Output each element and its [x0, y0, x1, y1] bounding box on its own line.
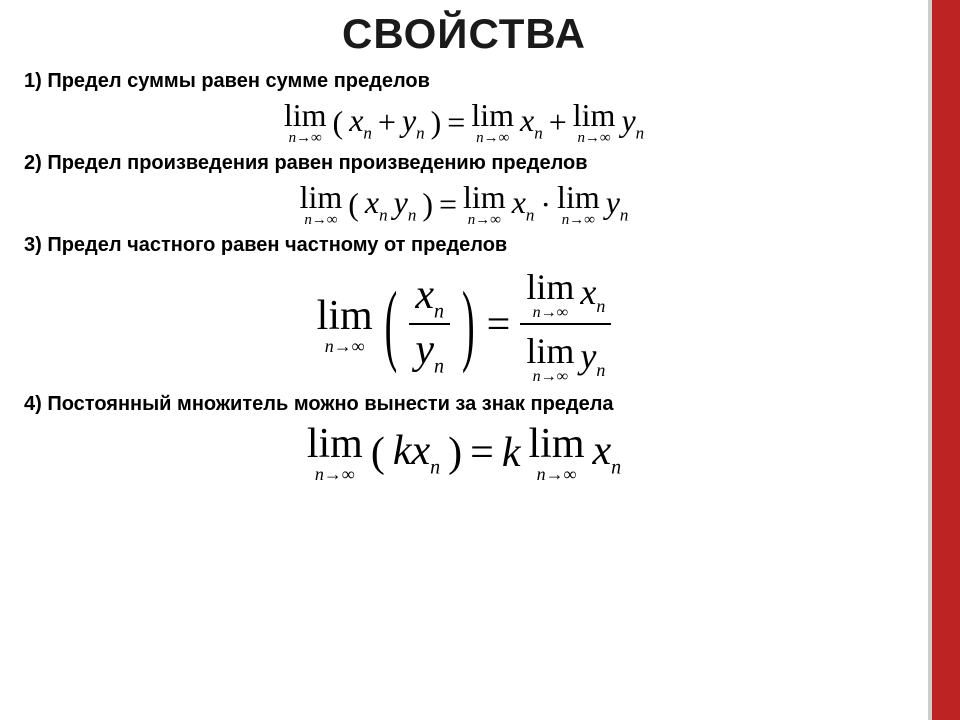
equation-4: limn→∞ ( kxn ) = k limn→∞ xn — [0, 420, 928, 483]
fraction-lims: limn→∞ xn limn→∞ yn — [520, 265, 611, 385]
rule-2-text: 2) Предел произведения равен произведени… — [0, 152, 928, 177]
equation-3: limn→∞ ( xn yn ) = limn→∞ xn limn→∞ y — [0, 265, 928, 385]
slide-content: СВОЙСТВА 1) Предел суммы равен сумме пре… — [0, 0, 928, 720]
open-paren: ( — [333, 104, 344, 141]
divider-bar — [928, 0, 932, 720]
equation-2: limn→∞ ( xn yn ) = limn→∞ xn · limn→∞ yn — [0, 179, 928, 228]
big-close-paren: ) — [460, 279, 477, 370]
page-title: СВОЙСТВА — [0, 10, 928, 58]
big-open-paren: ( — [383, 279, 400, 370]
accent-bar — [932, 0, 960, 720]
rule-3-text: 3) Предел частного равен частному от пре… — [0, 234, 928, 259]
lim-symbol: lim n→∞ — [284, 99, 327, 146]
rule-1-text: 1) Предел суммы равен сумме пределов — [0, 70, 928, 95]
rule-4-text: 4) Постоянный множитель можно вынести за… — [0, 393, 928, 418]
equation-1: lim n→∞ ( xn + yn ) = limn→∞ xn + limn→∞… — [0, 97, 928, 146]
close-paren: ) — [431, 104, 442, 141]
fraction-xy: xn yn — [409, 274, 450, 377]
